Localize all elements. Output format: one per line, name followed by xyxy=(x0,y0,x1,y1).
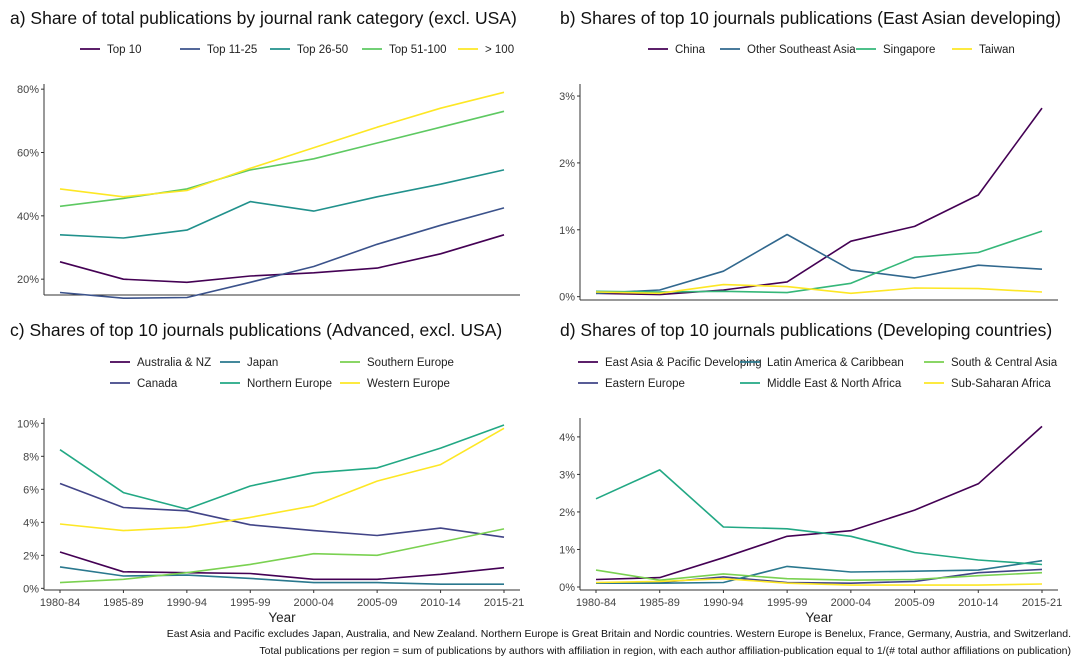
panel-d-legend-label: East Asia & Pacific Developing xyxy=(605,357,762,369)
panel-a-series-line xyxy=(59,169,505,239)
panel-c-x-tick-label: 2015-21 xyxy=(484,597,524,609)
panel-d-title: d) Shares of top 10 journals publication… xyxy=(560,320,1052,340)
panel-c-y-tick-label: 6% xyxy=(23,484,39,496)
panel-c-x-tick-label: 2010-14 xyxy=(420,597,460,609)
panel-c-legend-label: Canada xyxy=(137,378,178,390)
panel-a-title: a) Share of total publications by journa… xyxy=(10,8,517,28)
panel-d-y-tick-label: 4% xyxy=(559,432,575,444)
panel-b-series-line xyxy=(595,233,1043,295)
panel-c-x-tick-label: 1990-94 xyxy=(167,597,207,609)
panel-d-series-line xyxy=(595,569,1043,582)
panel-a-series-line xyxy=(59,207,505,300)
panel-a-y-tick-label: 40% xyxy=(17,211,39,223)
panel-d-x-tick-label: 2015-21 xyxy=(1022,597,1062,609)
panel-d-y-tick-label: 2% xyxy=(559,507,575,519)
panel-c-legend-label: Southern Europe xyxy=(367,357,454,369)
panel-b-y-tick-label: 0% xyxy=(559,292,575,304)
panel-d-y-tick-label: 0% xyxy=(559,582,575,594)
panel-c-x-tick-label: 2005-09 xyxy=(357,597,397,609)
panel-d-series-line xyxy=(596,559,1043,585)
panel-d-series-line xyxy=(595,469,1043,566)
panel-c-legend-label: Western Europe xyxy=(367,378,450,390)
panel-d-x-tick-label: 1990-94 xyxy=(703,597,743,609)
panel-c-x-tick-label: 2000-04 xyxy=(294,597,334,609)
panel-d-legend-label: Latin America & Caribbean xyxy=(767,357,904,369)
panel-a-y-tick-label: 80% xyxy=(17,84,39,96)
panel-d-legend-label: Middle East & North Africa xyxy=(767,378,902,390)
panel-c-series-line xyxy=(59,566,504,586)
panel-c-series-line xyxy=(59,551,505,581)
panel-c-x-tick-label: 1980-84 xyxy=(40,597,80,609)
panel-a-legend-label: Top 26-50 xyxy=(297,44,348,56)
panel-c-y-tick-label: 0% xyxy=(23,583,39,595)
panel-a-legend-label: Top 11-25 xyxy=(207,44,257,56)
panel-c-x-tick-label: 1985-89 xyxy=(103,597,143,609)
panel-d-series-line xyxy=(595,577,1043,586)
panel-d-y-tick-label: 1% xyxy=(559,544,575,556)
panel-a-legend-label: > 100 xyxy=(485,44,514,56)
panel-a-series-line xyxy=(59,110,505,208)
panel-a-legend-label: Top 51-100 xyxy=(389,44,447,56)
panel-b-y-tick-label: 1% xyxy=(559,225,575,237)
panel-a-y-tick-label: 60% xyxy=(17,148,39,160)
panel-b-series-line xyxy=(595,283,1043,295)
panel-c-y-tick-label: 2% xyxy=(23,550,39,562)
panel-d-legend-label: South & Central Asia xyxy=(951,357,1058,369)
panel-c-title: c) Shares of top 10 journals publication… xyxy=(10,320,502,340)
panel-d-x-tick-label: 2000-04 xyxy=(831,597,871,609)
panel-d-x-tick-label: 1980-84 xyxy=(576,597,616,609)
panel-c-series-line xyxy=(59,427,505,532)
panel-d-x-tick-label: 1985-89 xyxy=(640,597,680,609)
panel-b-legend-label: Singapore xyxy=(883,44,935,56)
panel-c-legend-label: Australia & NZ xyxy=(137,357,211,369)
panel-c-x-axis-title: Year xyxy=(268,610,296,625)
panel-a-series-line xyxy=(59,91,505,198)
panel-d-x-tick-label: 2005-09 xyxy=(894,597,934,609)
panel-b-y-tick-label: 2% xyxy=(559,158,575,170)
panel-c-y-tick-label: 8% xyxy=(23,451,39,463)
panel-c-legend-label: Northern Europe xyxy=(247,378,332,390)
panel-d-y-tick-label: 3% xyxy=(559,469,575,481)
panel-b-series-line xyxy=(595,107,1043,296)
panel-a-y-tick-label: 20% xyxy=(17,274,39,286)
panel-d-x-axis-title: Year xyxy=(805,610,833,625)
panel-c-x-tick-label: 1995-99 xyxy=(230,597,270,609)
panel-d-series-line xyxy=(595,425,1043,581)
panel-d-legend-label: Sub-Saharan Africa xyxy=(951,378,1051,390)
panel-c-series-line xyxy=(59,528,505,584)
panel-b-title: b) Shares of top 10 journals publication… xyxy=(560,8,1061,28)
figure: a) Share of total publications by journa… xyxy=(10,8,1062,625)
panel-d-x-tick-label: 1995-99 xyxy=(767,597,807,609)
panel-b-y-tick-label: 3% xyxy=(559,91,575,103)
panel-b-legend-label: Taiwan xyxy=(979,44,1015,56)
panel-c-y-tick-label: 4% xyxy=(23,517,39,529)
panel-d-x-tick-label: 2010-14 xyxy=(958,597,998,609)
panel-c-series-line xyxy=(59,424,505,510)
panel-c-y-tick-label: 10% xyxy=(17,418,39,430)
panel-b-legend-label: China xyxy=(675,44,706,56)
panel-d-legend-label: Eastern Europe xyxy=(605,378,685,390)
footnote-methodology: Total publications per region = sum of p… xyxy=(259,645,1071,657)
panel-a-legend-label: Top 10 xyxy=(107,44,142,56)
footnote-definitions: East Asia and Pacific excludes Japan, Au… xyxy=(166,628,1071,640)
panel-b-legend-label: Other Southeast Asia xyxy=(747,44,856,56)
panel-c-legend-label: Japan xyxy=(247,357,278,369)
panel-c-series-line xyxy=(59,482,505,538)
